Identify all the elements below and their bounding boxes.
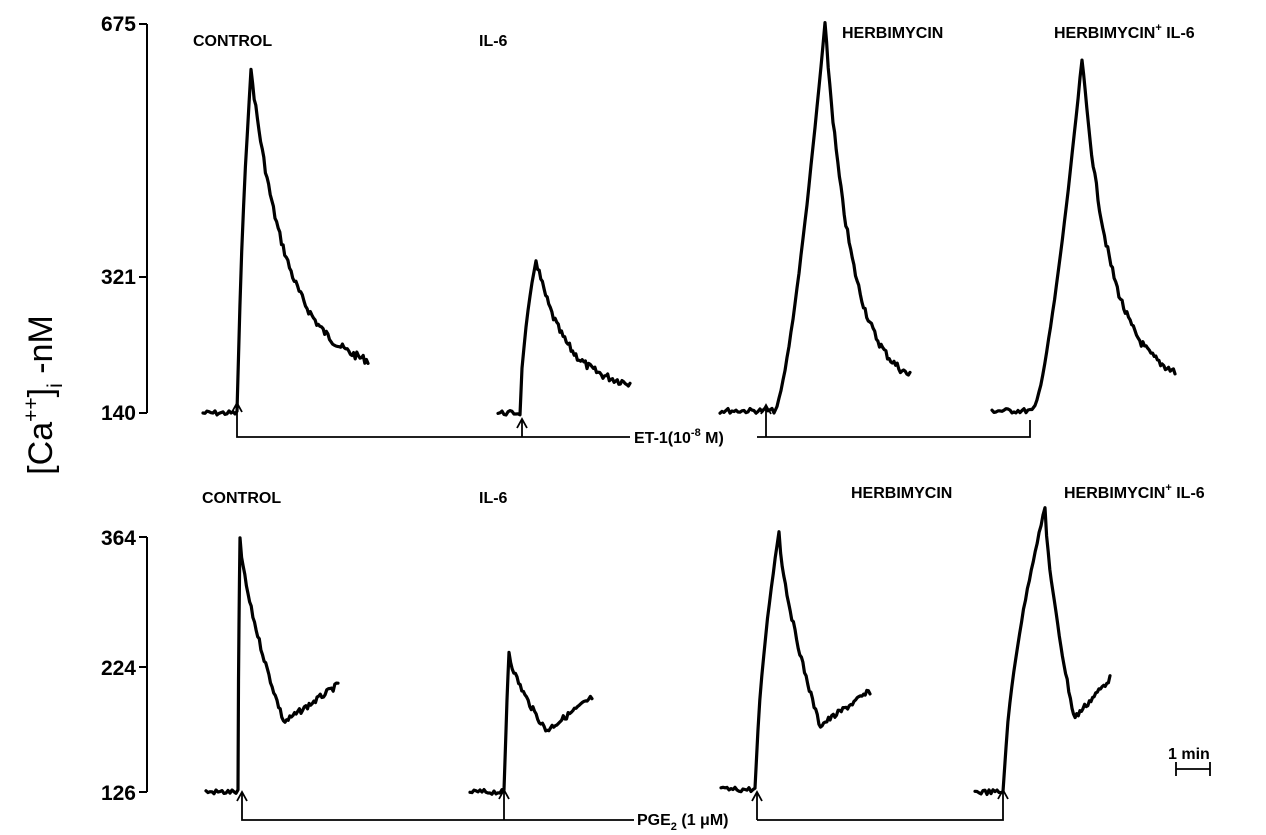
top-bracket-right [757, 420, 1031, 438]
top-stimulus-label: ET-1(10-8 M) [634, 427, 724, 447]
bottom-title-herbimycin-il6: HERBIMYCIN+ IL-6 [1064, 482, 1205, 502]
bottom-title-il6: IL-6 [479, 490, 508, 507]
top-title-il6: IL-6 [479, 33, 508, 50]
top-title-herbimycin-il6: HERBIMYCIN+ IL-6 [1054, 22, 1195, 42]
bottom-tick-label-364: 364 [101, 527, 136, 550]
trace-bottom-0 [204, 536, 340, 796]
top-tick-label-675: 675 [101, 13, 136, 36]
trace-bottom-1 [468, 650, 594, 796]
top-bracket-left [236, 405, 630, 438]
top-tick-label-140: 140 [101, 402, 136, 425]
top-title-herbimycin: HERBIMYCIN [842, 25, 943, 42]
bottom-arrow-3 [751, 790, 763, 802]
bottom-bracket-right [757, 790, 1004, 821]
bottom-tick-label-126: 126 [101, 782, 136, 805]
trace-bottom-2 [719, 530, 872, 794]
trace-bottom-3 [973, 506, 1112, 797]
trace-top-1 [496, 259, 632, 417]
bottom-tick-label-224: 224 [101, 657, 136, 680]
time-scale-bar [1175, 762, 1211, 776]
trace-top-3 [990, 58, 1177, 415]
time-scale-label: 1 min [1168, 746, 1210, 763]
traces-group [201, 21, 1177, 797]
bottom-title-herbimycin: HERBIMYCIN [851, 485, 952, 502]
bottom-title-control: CONTROL [202, 490, 281, 507]
bottom-arrow-1 [236, 790, 248, 802]
top-arrow-2 [516, 417, 528, 429]
bottom-stimulus-label: PGE2 (1 μM) [637, 812, 728, 830]
top-title-control: CONTROL [193, 33, 272, 50]
y-axis-label: [Ca++]i -nM [20, 315, 67, 475]
trace-top-0 [201, 67, 370, 417]
trace-top-2 [718, 21, 912, 415]
top-tick-label-321: 321 [101, 266, 136, 289]
bottom-bracket-left [241, 793, 634, 821]
